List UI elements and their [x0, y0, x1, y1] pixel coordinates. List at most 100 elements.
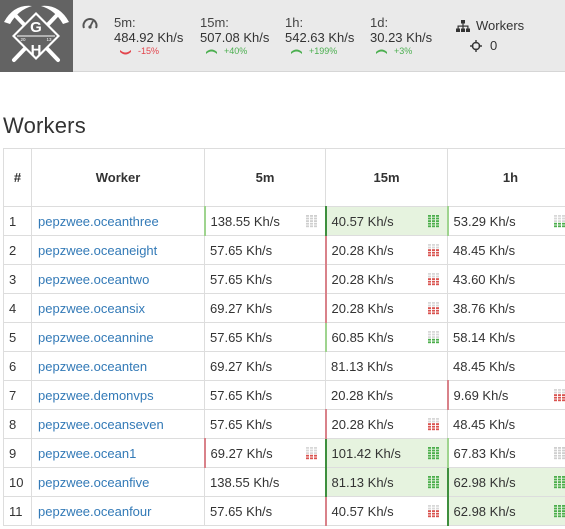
column-header-15m[interactable]: 15m — [325, 148, 448, 207]
worker-link[interactable]: pepzwee.oceaneight — [38, 242, 158, 258]
worker-link[interactable]: pepzwee.oceansix — [38, 300, 145, 316]
worker-cell: pepzwee.oceanten — [31, 351, 205, 381]
hashrate-h1-cell: 9.69 Kh/s — [446, 380, 565, 410]
hashrate-m5-value: 69.27 Kh/s — [210, 300, 273, 316]
hashrate-m15-cell: 20.28 Kh/s — [324, 293, 448, 323]
row-index: 4 — [3, 293, 32, 323]
hashrate-m15-value: 20.28 Kh/s — [331, 271, 394, 287]
logo[interactable]: G H 20 13 — [0, 0, 73, 72]
stat-5m-change: -15% — [114, 46, 204, 57]
row-index: 7 — [3, 380, 32, 410]
crosshairs-icon — [470, 40, 482, 52]
worker-link[interactable]: pepzwee.oceanten — [38, 358, 148, 374]
dashboard-gauge-icon — [82, 18, 98, 29]
logo-year-right: 13 — [46, 37, 52, 42]
row-index: 5 — [3, 322, 32, 352]
hashrate-h1-value: 38.76 Kh/s — [453, 300, 516, 316]
table-row: 4 pepzwee.oceansix 69.27 Kh/s 20.28 Kh/s 38.… — [3, 293, 565, 323]
hashrate-bars-icon — [428, 418, 439, 431]
stat-15m-value: 507.08 Kh/s — [200, 30, 270, 45]
table-row: 7 pepzwee.demonvps 57.65 Kh/s 20.28 Kh/s 9.6… — [3, 380, 565, 410]
table-row: 8 pepzwee.oceanseven 57.65 Kh/s 20.28 Kh/s 4… — [3, 409, 565, 439]
stat-1d: 1d: 30.23 Kh/s +3% — [370, 15, 460, 57]
workers-table: # Worker 5m 15m 1h 1 pepzwee.oceanthree 13… — [3, 148, 565, 526]
hashrate-h1-cell: 67.83 Kh/s — [446, 438, 565, 468]
worker-link[interactable]: pepzwee.oceanseven — [38, 416, 164, 432]
hashrate-m5-cell: 69.27 Kh/s — [203, 438, 326, 468]
hashrate-m15-cell: 81.13 Kh/s — [324, 467, 448, 497]
stat-5m-label: 5m: — [114, 15, 136, 30]
hashrate-h1-cell: 62.98 Kh/s — [446, 467, 565, 497]
worker-link[interactable]: pepzwee.oceantwo — [38, 271, 150, 287]
workers-table-body: 1 pepzwee.oceanthree 138.55 Kh/s 40.57 Kh/s… — [3, 206, 565, 526]
hashrate-m15-cell: 101.42 Kh/s — [324, 438, 448, 468]
worker-link[interactable]: pepzwee.demonvps — [38, 387, 154, 403]
worker-link[interactable]: pepzwee.oceannine — [38, 329, 154, 345]
row-index: 1 — [3, 206, 32, 236]
column-header-worker[interactable]: Worker — [31, 148, 205, 207]
hashrate-h1-value: 67.83 Kh/s — [453, 445, 516, 461]
trend-up-icon — [291, 49, 302, 54]
hashrate-h1-value: 48.45 Kh/s — [453, 242, 516, 258]
row-index: 10 — [3, 467, 32, 497]
hashrate-bars-icon — [427, 505, 439, 518]
workers-summary[interactable]: Workers 0 — [456, 18, 556, 54]
hashrate-h1-value: 58.14 Kh/s — [453, 329, 516, 345]
hashrate-h1-value: 48.45 Kh/s — [453, 416, 516, 432]
hashrate-h1-cell: 48.45 Kh/s — [447, 409, 565, 439]
hashrate-h1-value: 53.29 Kh/s — [453, 213, 516, 229]
worker-link[interactable]: pepzwee.oceanfive — [38, 474, 150, 490]
row-index: 9 — [3, 438, 32, 468]
row-index: 3 — [3, 264, 32, 294]
hashrate-h1-value: 62.98 Kh/s — [453, 503, 516, 519]
hashrate-m15-cell: 20.28 Kh/s — [324, 235, 448, 265]
worker-link[interactable]: pepzwee.oceanthree — [38, 213, 159, 229]
hashrate-h1-cell: 62.98 Kh/s — [446, 496, 565, 526]
hashrate-m15-cell: 81.13 Kh/s — [325, 351, 448, 381]
worker-link[interactable]: pepzwee.ocean1 — [38, 445, 137, 461]
hashrate-bars-icon — [427, 476, 439, 489]
stat-1h: 1h: 542.63 Kh/s +199% — [285, 15, 375, 57]
hashrate-m5-value: 57.65 Kh/s — [210, 271, 273, 287]
worker-link[interactable]: pepzwee.oceanfour — [38, 503, 152, 519]
stat-1h-change-text: +199% — [309, 46, 338, 56]
worker-cell: pepzwee.oceanfour — [31, 496, 205, 526]
column-header-5m[interactable]: 5m — [204, 148, 326, 207]
table-row: 2 pepzwee.oceaneight 57.65 Kh/s 20.28 Kh/s 4… — [3, 235, 565, 265]
stat-1d-value: 30.23 Kh/s — [370, 30, 433, 45]
worker-cell: pepzwee.oceanfive — [31, 467, 205, 497]
hashrate-m15-cell: 20.28 Kh/s — [325, 380, 448, 410]
table-row: 11 pepzwee.oceanfour 57.65 Kh/s 40.57 Kh/s 6… — [3, 496, 565, 526]
stat-15m-label: 15m: — [200, 15, 229, 30]
workers-table-container[interactable]: # Worker 5m 15m 1h 1 pepzwee.oceanthree 13… — [3, 148, 565, 529]
logo-letter-h: H — [31, 42, 42, 59]
trend-up-icon — [376, 49, 387, 54]
hashrate-m15-value: 20.28 Kh/s — [331, 416, 394, 432]
hashrate-m5-value: 138.55 Kh/s — [210, 213, 280, 229]
hashrate-bars-icon — [554, 389, 565, 402]
worker-cell: pepzwee.ocean1 — [31, 438, 205, 468]
hashrate-bars-icon — [554, 505, 565, 518]
table-header-row: # Worker 5m 15m 1h — [3, 148, 565, 207]
hashrate-m5-cell: 57.65 Kh/s — [204, 380, 326, 410]
hashrate-h1-cell: 48.45 Kh/s — [447, 351, 565, 381]
table-row: 1 pepzwee.oceanthree 138.55 Kh/s 40.57 Kh/s… — [3, 206, 565, 236]
column-header-1h[interactable]: 1h — [447, 148, 565, 207]
hashrate-m5-value: 57.65 Kh/s — [210, 387, 273, 403]
hashrate-bars-icon — [554, 476, 565, 489]
hashrate-h1-cell: 48.45 Kh/s — [447, 235, 565, 265]
hashrate-m5-value: 57.65 Kh/s — [210, 416, 273, 432]
stat-15m-change-text: +40% — [224, 46, 248, 56]
pickaxe-logo-icon: G H 20 13 — [0, 0, 73, 72]
worker-cell: pepzwee.oceantwo — [31, 264, 205, 294]
stat-5m-change-text: -15% — [138, 46, 160, 56]
hashrate-bars-icon — [554, 215, 565, 228]
hashrate-bars-icon — [554, 447, 565, 460]
hashrate-m5-value: 57.65 Kh/s — [210, 329, 273, 345]
hashrate-bars-icon — [305, 215, 317, 228]
hashrate-m5-value: 69.27 Kh/s — [210, 445, 273, 461]
hashrate-bars-icon — [428, 331, 439, 344]
column-header-index[interactable]: # — [3, 148, 32, 207]
row-index: 11 — [3, 496, 32, 526]
stat-5m-value: 484.92 Kh/s — [114, 30, 184, 45]
